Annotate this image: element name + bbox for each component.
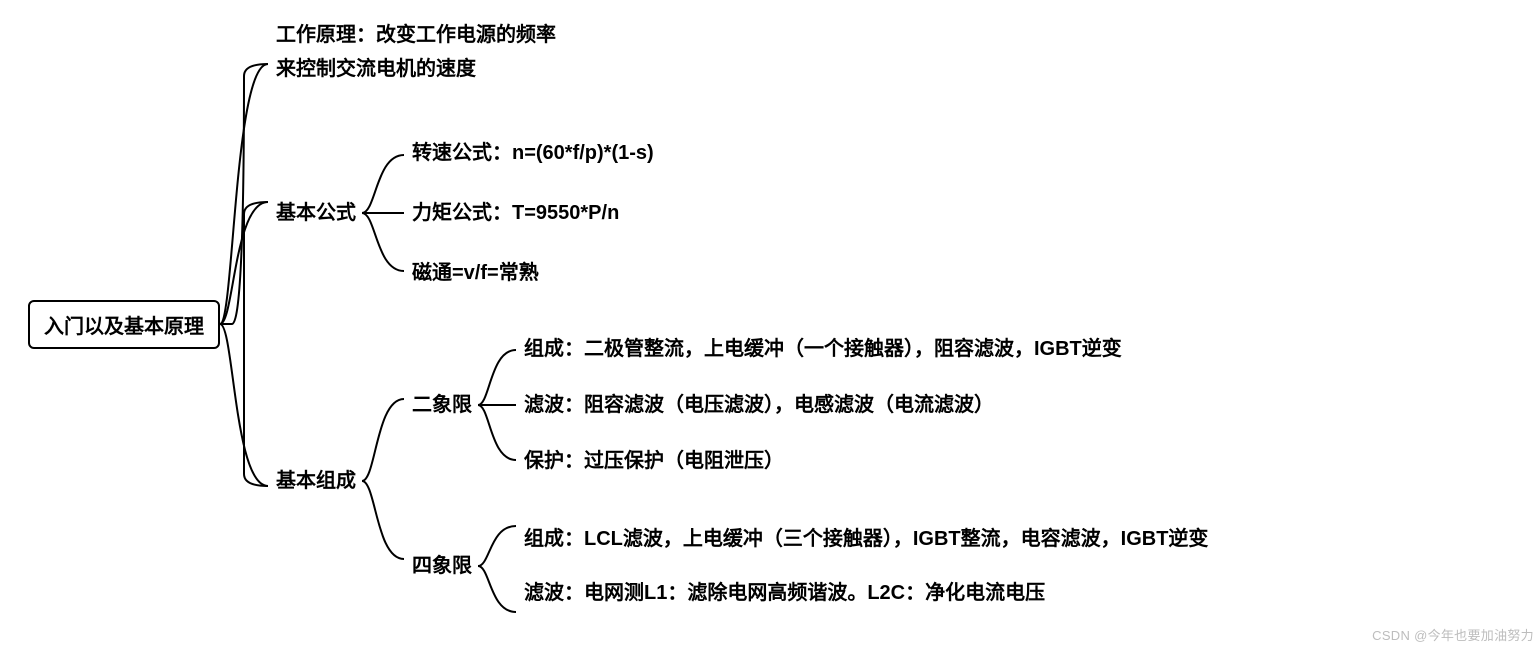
branch-basic-formula: 基本公式 转速公式：n=(60*f/p)*(1-s) 力矩公式：T=9550*P… [270,130,1214,296]
leaf-4q-filter: 滤波：电网测L1：滤除电网高频谐波。L2C：净化电流电压 [518,570,1214,616]
node-four-quadrant: 四象限 [406,547,478,585]
leaf-working-principle: 工作原理：改变工作电源的频率来控制交流电机的速度 [270,12,570,92]
node-two-quadrant: 二象限 [406,386,478,424]
bracket-two-quadrant [478,330,518,480]
four-quadrant-leaves: 组成：LCL滤波，上电缓冲（三个接触器），IGBT整流，电容滤波，IGBT逆变 … [518,516,1214,616]
branch-two-quadrant: 二象限 组成：二极管整流，上电缓冲（一个接触器），阻容滤波，IGBT逆变 滤波：… [406,326,1214,484]
leaf-4q-composition: 组成：LCL滤波，上电缓冲（三个接触器），IGBT整流，电容滤波，IGBT逆变 [518,516,1214,562]
leaf-2q-protection: 保护：过压保护（电阻泄压） [518,438,1128,484]
bracket-level-1 [220,24,270,624]
bracket-four-quadrant [478,496,518,636]
node-basic-formula: 基本公式 [270,194,362,232]
basic-formula-leaves: 转速公式：n=(60*f/p)*(1-s) 力矩公式：T=9550*P/n 磁通… [406,130,660,296]
branch-four-quadrant: 四象限 组成：LCL滤波，上电缓冲（三个接触器），IGBT整流，电容滤波，IGB… [406,496,1214,636]
node-basic-composition: 基本组成 [270,462,362,500]
basic-composition-children: 二象限 组成：二极管整流，上电缓冲（一个接触器），阻容滤波，IGBT逆变 滤波：… [406,326,1214,636]
two-quadrant-leaves: 组成：二极管整流，上电缓冲（一个接触器），阻容滤波，IGBT逆变 滤波：阻容滤波… [518,326,1128,484]
watermark-text: CSDN @今年也要加油努力 [1372,625,1534,644]
mindmap-tree: 入门以及基本原理 工作原理：改变工作电源的频率来控制交流电机的速度 基本公式 [28,0,1214,648]
leaf-2q-composition: 组成：二极管整流，上电缓冲（一个接触器），阻容滤波，IGBT逆变 [518,326,1128,372]
leaf-2q-filter: 滤波：阻容滤波（电压滤波），电感滤波（电流滤波） [518,382,1128,428]
branch-working-principle: 工作原理：改变工作电源的频率来控制交流电机的速度 [270,12,1214,92]
leaf-speed-formula: 转速公式：n=(60*f/p)*(1-s) [406,130,660,176]
leaf-flux-formula: 磁通=v/f=常熟 [406,250,660,296]
bracket-basic-composition [362,331,406,631]
leaf-torque-formula: 力矩公式：T=9550*P/n [406,190,660,236]
bracket-basic-formula [362,133,406,293]
branch-basic-composition: 基本组成 二象限 [270,326,1214,636]
root-node: 入门以及基本原理 [28,300,220,349]
level-1-children: 工作原理：改变工作电源的频率来控制交流电机的速度 基本公式 转速公式：n=(60… [270,12,1214,636]
